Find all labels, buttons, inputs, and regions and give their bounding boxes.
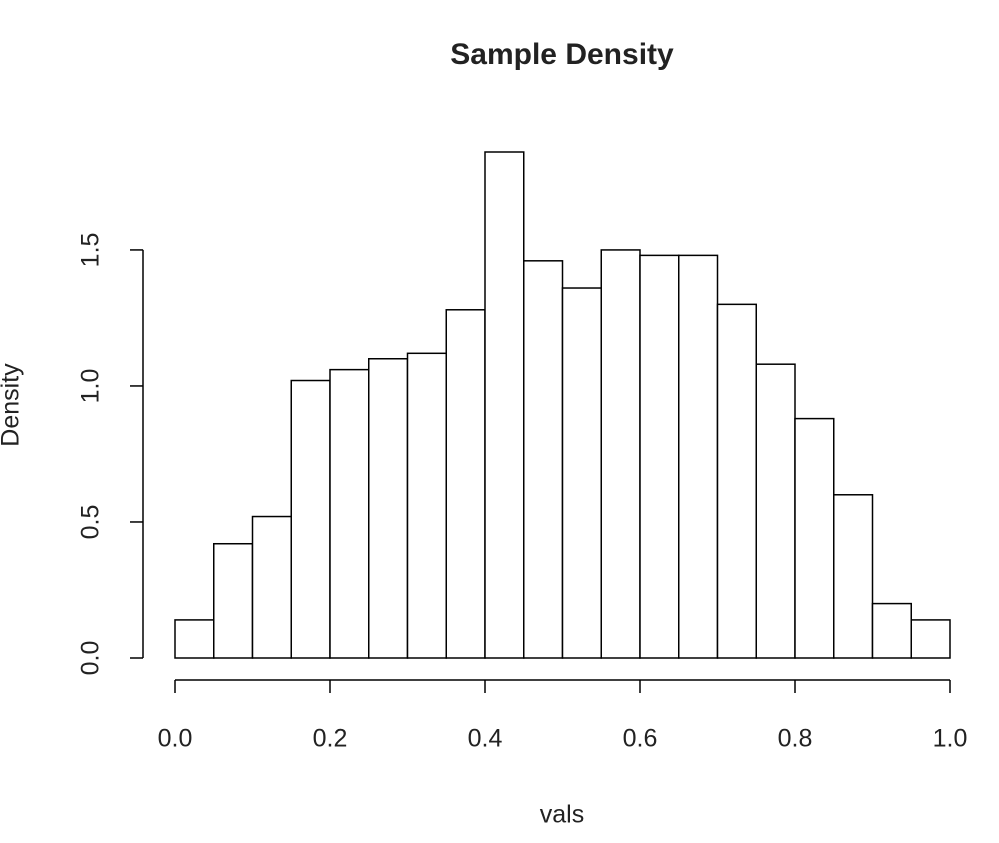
x-tick-label: 0.6 — [623, 725, 658, 753]
bar — [910, 619, 951, 659]
bar — [600, 249, 641, 659]
bar — [755, 363, 796, 659]
bar — [368, 358, 409, 659]
bar — [213, 542, 254, 659]
bar — [329, 368, 370, 659]
bar — [251, 515, 292, 659]
y-tick-label: 0.0 — [77, 641, 105, 676]
x-tick-label: 0.8 — [778, 725, 813, 753]
x-tick-label: 0.0 — [158, 725, 193, 753]
bar — [290, 379, 331, 659]
bar — [484, 151, 525, 659]
bar — [561, 287, 602, 659]
x-tick-label: 0.4 — [468, 725, 503, 753]
y-tick-label: 0.5 — [77, 505, 105, 540]
bar — [523, 260, 564, 659]
bar — [833, 494, 874, 659]
x-tick-label: 0.2 — [313, 725, 348, 753]
bar — [174, 619, 215, 659]
bar — [445, 309, 486, 659]
y-axis-label: Density — [0, 363, 25, 447]
bar — [678, 254, 719, 659]
bar — [794, 417, 835, 659]
bar — [716, 303, 757, 659]
x-tick-label: 1.0 — [933, 725, 968, 753]
y-tick-label: 1.5 — [77, 233, 105, 268]
chart-title: Sample Density — [450, 38, 674, 71]
x-axis-label: vals — [540, 801, 584, 829]
bar — [406, 352, 447, 659]
bar — [639, 254, 680, 659]
bar — [871, 602, 912, 659]
y-tick-label: 1.0 — [77, 369, 105, 404]
